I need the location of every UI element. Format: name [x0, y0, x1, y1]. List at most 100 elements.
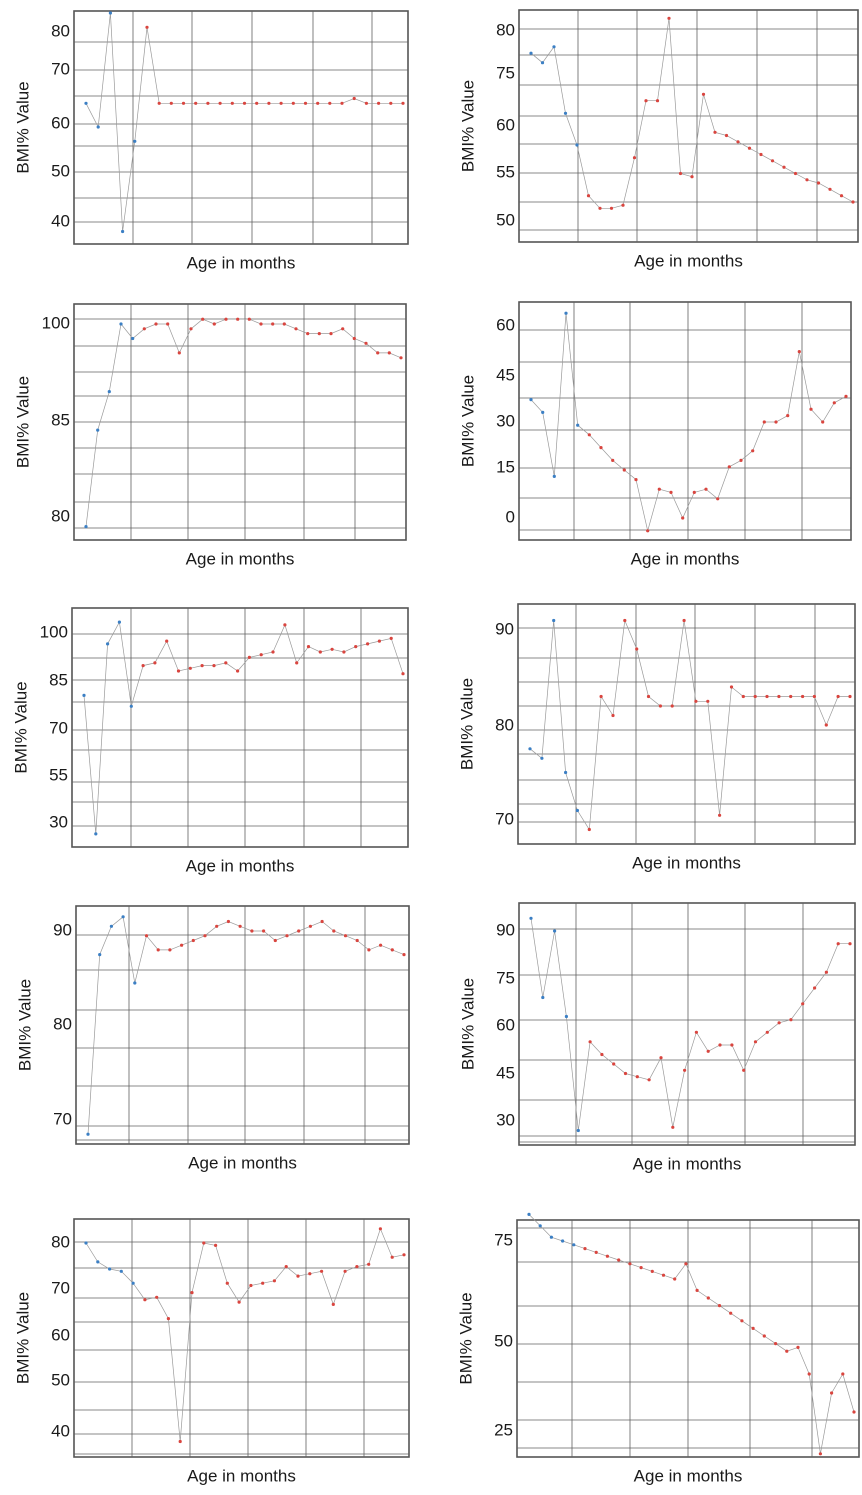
y-tick-label: 75: [496, 968, 515, 987]
data-point: [271, 650, 275, 654]
data-point: [294, 327, 298, 331]
y-tick-label: 70: [495, 809, 514, 828]
data-point: [377, 639, 381, 643]
y-tick-label: 30: [496, 411, 515, 430]
y-tick-label: 70: [53, 1109, 72, 1128]
data-point: [214, 1243, 218, 1247]
data-point: [529, 51, 533, 55]
data-point: [528, 747, 532, 751]
data-point: [552, 474, 556, 478]
data-point: [600, 1052, 604, 1057]
data-point: [848, 694, 852, 699]
y-tick-label: 40: [51, 211, 70, 230]
data-point: [255, 101, 259, 105]
data-point: [841, 1372, 845, 1376]
data-point: [153, 661, 157, 665]
data-point: [599, 446, 603, 450]
data-point: [206, 101, 210, 105]
y-tick-label: 80: [53, 1014, 72, 1033]
data-point: [131, 336, 135, 341]
data-point: [303, 101, 308, 105]
data-point: [119, 322, 123, 326]
data-point: [200, 664, 204, 668]
data-point: [706, 1296, 710, 1300]
data-point: [586, 194, 591, 198]
y-tick-label: 55: [49, 765, 68, 784]
y-tick-label: 80: [51, 506, 70, 525]
data-point: [318, 650, 322, 654]
x-axis-label: Age in months: [633, 1154, 742, 1173]
y-tick-label: 15: [496, 457, 515, 476]
data-point: [96, 1260, 100, 1264]
data-point: [753, 694, 757, 699]
data-point: [747, 146, 752, 150]
data-point: [96, 428, 100, 432]
data-point: [320, 1269, 324, 1273]
data-point: [129, 704, 133, 708]
data-point: [238, 924, 242, 928]
data-point: [724, 133, 729, 138]
data-point: [644, 99, 648, 103]
y-axis-label: BMI% Value: [15, 979, 34, 1071]
data-point: [669, 490, 673, 494]
y-tick-label: 60: [51, 113, 70, 132]
data-point: [575, 808, 580, 813]
data-point: [836, 694, 840, 699]
data-point: [789, 1018, 793, 1022]
data-point: [154, 322, 158, 326]
data-point: [741, 694, 745, 699]
y-tick-label: 90: [53, 920, 72, 939]
data-point: [541, 995, 545, 1000]
data-point: [283, 623, 287, 627]
data-point: [215, 924, 219, 928]
x-axis-label: Age in months: [187, 1466, 296, 1485]
data-point: [830, 1391, 834, 1395]
data-point: [599, 694, 603, 699]
data-point: [117, 620, 121, 624]
data-point: [119, 1269, 123, 1273]
series-line: [530, 918, 850, 1131]
data-point: [541, 410, 545, 414]
data-point: [717, 1304, 722, 1308]
data-point: [262, 929, 266, 933]
x-axis-label: Age in months: [631, 549, 740, 568]
data-point: [352, 96, 356, 101]
data-point: [108, 1267, 112, 1271]
data-point: [142, 327, 146, 331]
data-point: [188, 666, 192, 670]
data-point: [224, 661, 228, 665]
data-point: [824, 723, 828, 727]
y-tick-label: 70: [51, 1278, 70, 1297]
data-point: [576, 1128, 580, 1133]
data-point: [623, 1071, 628, 1076]
x-axis-label: Age in months: [634, 251, 743, 270]
data-point: [801, 1002, 805, 1006]
data-point: [364, 101, 368, 105]
data-point: [84, 1241, 88, 1245]
data-point: [84, 525, 88, 529]
y-axis-label: BMI% Value: [457, 678, 476, 770]
x-axis-label: Age in months: [634, 1466, 743, 1485]
data-point: [259, 322, 263, 326]
data-point: [639, 1266, 643, 1270]
y-tick-label: 100: [42, 313, 70, 332]
data-point: [169, 101, 173, 105]
series-line: [529, 619, 850, 831]
data-point: [329, 332, 333, 336]
data-point: [379, 943, 383, 947]
data-point: [839, 194, 844, 198]
data-point: [549, 1235, 554, 1239]
data-point: [540, 756, 544, 760]
data-point: [108, 11, 112, 15]
data-point: [247, 655, 251, 660]
data-point: [564, 1014, 569, 1019]
data-point: [355, 1265, 359, 1269]
data-point: [166, 1317, 170, 1321]
data-point: [801, 694, 805, 699]
plot-frame: [75, 905, 410, 1145]
data-point: [82, 693, 86, 698]
data-point: [623, 618, 627, 623]
series-line: [528, 1214, 855, 1454]
data-point: [272, 1279, 276, 1283]
